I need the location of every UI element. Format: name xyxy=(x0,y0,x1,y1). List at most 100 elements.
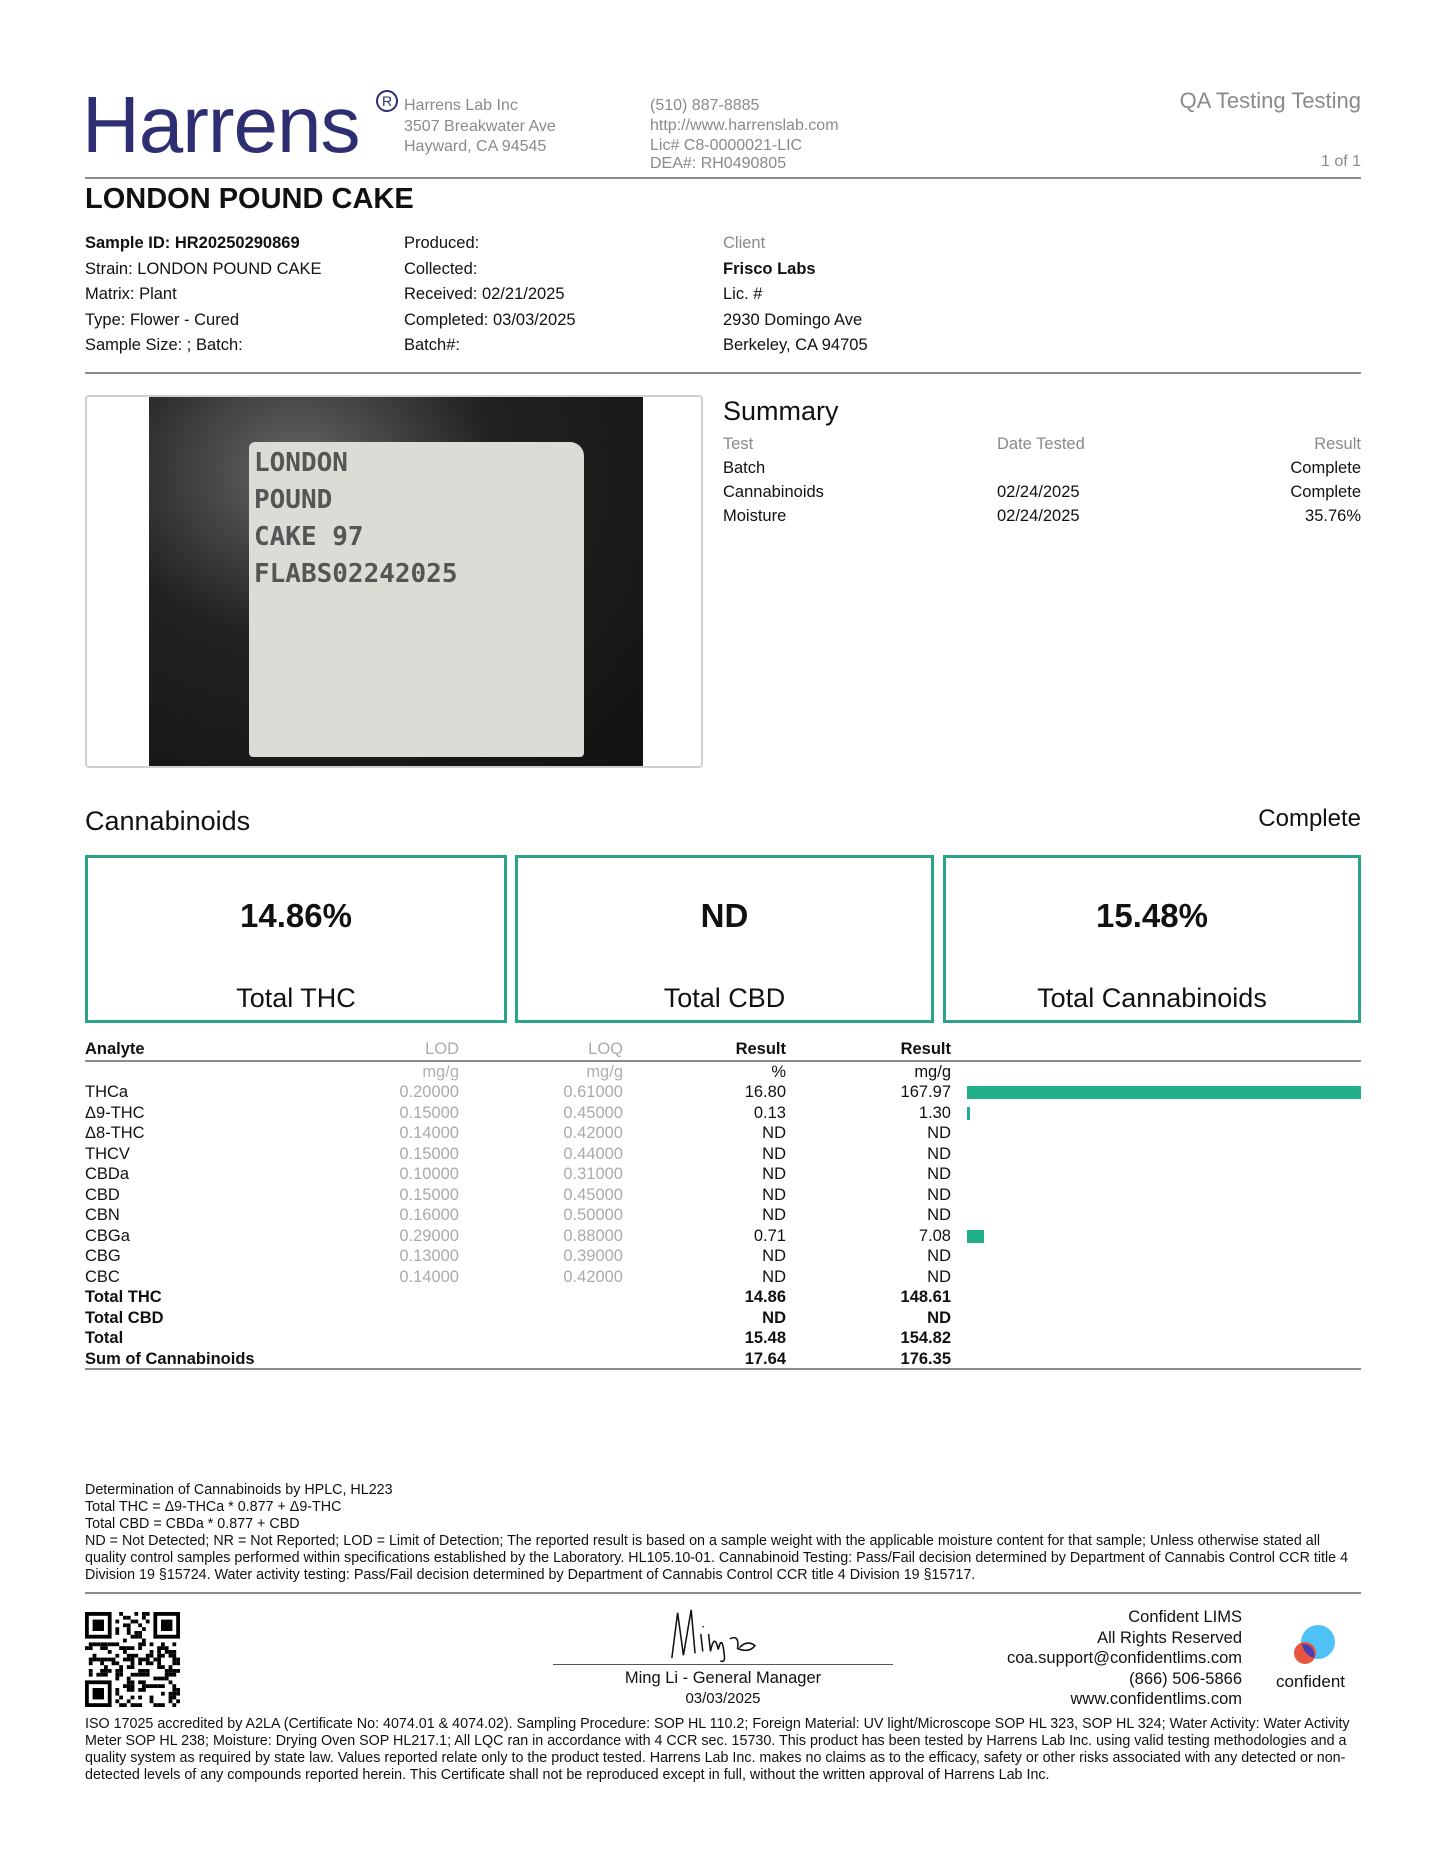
total-result-mg: 154.82 xyxy=(900,1329,951,1347)
note-line: Total CBD = CBDa * 0.877 + CBD xyxy=(85,1516,300,1532)
lab-dea: DEA#: RH0490805 xyxy=(650,155,787,172)
photo-label-line: CAKE 97 xyxy=(254,522,364,552)
lims-phone: (866) 506-5866 xyxy=(1129,1669,1242,1688)
result-bar xyxy=(967,1229,984,1243)
qr-code-icon[interactable] xyxy=(85,1612,180,1707)
total-name: Total CBD xyxy=(85,1308,164,1327)
analyte-loq: 0.44000 xyxy=(563,1144,623,1163)
photo-label-line: LONDON xyxy=(254,448,348,478)
analyte-result-pct: ND xyxy=(762,1165,786,1183)
total-cbd-card: ND Total CBD xyxy=(515,855,934,1023)
analyte-result-pct: ND xyxy=(762,1144,786,1163)
sample-type: Type: Flower - Cured xyxy=(85,310,240,329)
total-result-pct: ND xyxy=(762,1308,786,1327)
analyte-result-mg: ND xyxy=(927,1247,951,1265)
registered-icon: R xyxy=(376,90,398,112)
analyte-lod: 0.15000 xyxy=(399,1103,459,1122)
col-lod: LOD xyxy=(425,1040,459,1058)
summary-row-date: 02/24/2025 xyxy=(997,507,1080,525)
analyte-name: CBG xyxy=(85,1247,121,1265)
analyte-result-pct: ND xyxy=(762,1124,786,1142)
analyte-name: CBGa xyxy=(85,1226,130,1245)
lab-contact: (510) 887-8885 http://www.harrenslab.com… xyxy=(650,96,839,172)
analyte-result-mg: ND xyxy=(927,1165,951,1183)
total-name: Total xyxy=(85,1329,124,1347)
total-result-mg: 176.35 xyxy=(900,1349,951,1368)
analyte-lod: 0.15000 xyxy=(399,1185,459,1204)
lab-address: Harrens Lab Inc 3507 Breakwater Ave Hayw… xyxy=(404,96,556,158)
summary-header-result: Result xyxy=(1314,435,1361,453)
lab-license: Lic# C8-0000021-LIC xyxy=(650,137,803,154)
result-bar xyxy=(967,1086,1361,1099)
photo-image: LONDON POUND CAKE 97 FLABS02242025 xyxy=(149,397,643,766)
analyte-result-mg: 7.08 xyxy=(918,1226,951,1245)
harrens-logo: Harrens xyxy=(82,80,361,169)
summary-row-result: Complete xyxy=(1290,459,1361,477)
analyte-result-mg: ND xyxy=(927,1124,951,1142)
lims-info: Confident LIMS All Rights Reserved coa.s… xyxy=(1007,1607,1242,1710)
analyte-lod: 0.20000 xyxy=(399,1083,459,1101)
analyte-result-mg: 1.30 xyxy=(918,1103,951,1122)
analyte-result-mg: ND xyxy=(927,1144,951,1163)
total-cannabinoids-card: 15.48% Total Cannabinoids xyxy=(943,855,1361,1023)
divider xyxy=(85,372,1361,374)
collected-date: Collected: xyxy=(404,259,478,278)
client-name: Frisco Labs xyxy=(723,259,816,278)
summary-title: Summary xyxy=(723,396,839,426)
analyte-result-pct: ND xyxy=(762,1267,786,1286)
product-title: LONDON POUND CAKE xyxy=(85,183,414,215)
analyte-name: Δ8-THC xyxy=(85,1124,145,1142)
analyte-loq: 0.45000 xyxy=(563,1103,623,1122)
analyte-loq: 0.31000 xyxy=(563,1165,623,1183)
analyte-lod: 0.13000 xyxy=(399,1247,459,1265)
analyte-loq: 0.42000 xyxy=(563,1267,623,1286)
analyte-loq: 0.61000 xyxy=(563,1083,623,1101)
sample-id: Sample ID: HR20250290869 xyxy=(85,234,300,252)
analyte-loq: 0.45000 xyxy=(563,1185,623,1204)
note-line: Determination of Cannabinoids by HPLC, H… xyxy=(85,1482,393,1498)
total-name: Total THC xyxy=(85,1288,162,1306)
lab-phone: (510) 887-8885 xyxy=(650,97,760,114)
signatory-name: Ming Li - General Manager xyxy=(624,1669,822,1687)
total-result-pct: 17.64 xyxy=(744,1349,786,1368)
lab-street: 3507 Breakwater Ave xyxy=(404,117,556,135)
analyte-result-pct: ND xyxy=(762,1206,786,1224)
client-city: Berkeley, CA 94705 xyxy=(723,336,868,355)
analyte-name: Δ9-THC xyxy=(85,1103,145,1122)
analyte-result-pct: 0.71 xyxy=(753,1226,786,1245)
table-header-divider xyxy=(85,1060,1361,1062)
note-line: ND = Not Detected; NR = Not Reported; LO… xyxy=(85,1533,1349,1583)
total-result-pct: 15.48 xyxy=(744,1329,786,1347)
analyte-result-mg: ND xyxy=(927,1206,951,1224)
cannabinoids-title: Cannabinoids xyxy=(85,806,251,836)
table-bottom-divider xyxy=(85,1368,1361,1370)
signature-image xyxy=(671,1609,757,1663)
analyte-name: CBC xyxy=(85,1267,120,1286)
card-label: Total THC xyxy=(236,983,356,1013)
analyte-loq: 0.39000 xyxy=(563,1247,623,1265)
card-value: 14.86% xyxy=(240,897,352,934)
photo-label-line: FLABS02242025 xyxy=(254,559,458,589)
analyte-result-mg: ND xyxy=(927,1185,951,1204)
lims-rights: All Rights Reserved xyxy=(1097,1628,1242,1647)
analyte-result-pct: ND xyxy=(762,1185,786,1204)
analyte-result-pct: ND xyxy=(762,1247,786,1265)
lims-website[interactable]: www.confidentlims.com xyxy=(1070,1690,1242,1708)
analyte-lod: 0.10000 xyxy=(399,1165,459,1183)
client-info: Client Frisco Labs Lic. # 2930 Domingo A… xyxy=(723,231,868,359)
photo-sample-label: LONDON POUND CAKE 97 FLABS02242025 xyxy=(249,442,584,757)
disclaimer: ISO 17025 accredited by A2LA (Certificat… xyxy=(85,1716,1350,1783)
analyte-result-pct: 0.13 xyxy=(753,1103,786,1122)
col-analyte: Analyte xyxy=(85,1040,145,1058)
sample-photo: LONDON POUND CAKE 97 FLABS02242025 xyxy=(85,395,703,768)
analyte-loq: 0.42000 xyxy=(563,1124,623,1142)
lims-email[interactable]: coa.support@confidentlims.com xyxy=(1006,1649,1242,1667)
signature-line xyxy=(553,1664,893,1665)
lab-website[interactable]: http://www.harrenslab.com xyxy=(650,117,839,134)
lab-city: Hayward, CA 94545 xyxy=(404,138,547,155)
sample-matrix: Matrix: Plant xyxy=(85,285,177,304)
card-label: Total CBD xyxy=(663,983,786,1013)
sample-info: Sample ID: HR20250290869 Strain: LONDON … xyxy=(85,231,322,359)
col-result-pct: Result xyxy=(735,1040,786,1058)
analyte-result-mg: 167.97 xyxy=(900,1083,951,1101)
